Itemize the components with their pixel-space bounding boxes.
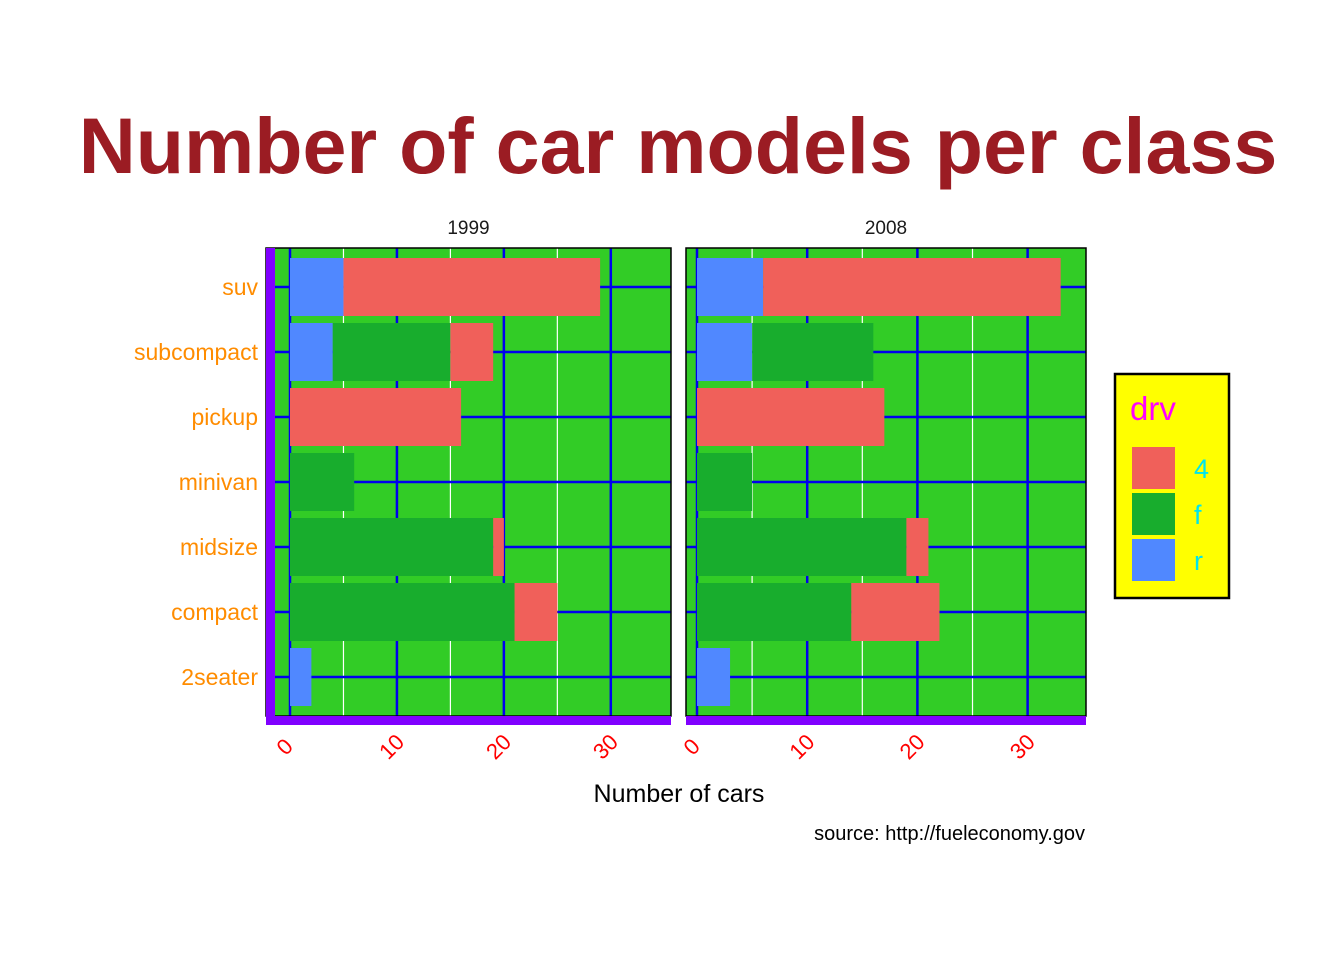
y-tick-label: compact [171, 599, 259, 625]
legend-label-r: r [1194, 546, 1203, 576]
caption: source: http://fueleconomy.gov [814, 823, 1085, 845]
y-tick-label: 2seater [181, 664, 258, 690]
x-tick-label: 10 [374, 729, 409, 764]
y-axis-ticks: 2seater compact midsize minivan pickup subcom… [134, 274, 259, 690]
y-tick-label: subcompact [134, 339, 259, 365]
x-tick-label: 20 [481, 729, 516, 764]
y-tick-label: minivan [179, 469, 258, 495]
bar-2008-subcompact-f [752, 323, 874, 381]
x-tick-label: 0 [272, 734, 298, 760]
x-tick-label: 0 [679, 734, 705, 760]
legend-key-4 [1132, 447, 1175, 489]
facet-panels: 1999 0 10 20 30 2008 0 10 20 30 [265, 218, 1087, 764]
bar-1999-suv-4 [343, 258, 601, 316]
bar-2008-2seater-r [697, 648, 731, 706]
legend-title: drv [1130, 390, 1176, 427]
bar-2008-subcompact-r [697, 323, 753, 381]
y-tick-label: suv [222, 274, 258, 300]
y-axis-line [266, 248, 275, 725]
bar-1999-suv-r [290, 258, 344, 316]
bar-2008-suv-r [697, 258, 764, 316]
legend-key-f [1132, 493, 1175, 535]
bar-1999-minivan-f [290, 453, 355, 511]
bar-1999-compact-4 [514, 583, 558, 641]
bar-1999-midsize-f [290, 518, 494, 576]
x-tick-label: 30 [588, 729, 623, 764]
bar-2008-midsize-f [697, 518, 907, 576]
legend: drv 4 fr [1113, 372, 1231, 600]
y-tick-label: midsize [180, 534, 258, 560]
bar-2008-minivan-f [697, 453, 753, 511]
bar-2008-midsize-4 [906, 518, 929, 576]
facet-strip-label: 2008 [865, 218, 907, 239]
chart-title: Number of car models per class [78, 101, 1278, 190]
x-tick-label: 20 [895, 729, 930, 764]
bar-2008-pickup-4 [697, 388, 885, 446]
bar-2008-suv-4 [763, 258, 1061, 316]
bar-1999-subcompact-f [332, 323, 451, 381]
bar-1999-pickup-4 [290, 388, 462, 446]
x-tick-label: 30 [1005, 729, 1040, 764]
x-tick-label: 10 [784, 729, 819, 764]
legend-key-r [1132, 539, 1175, 581]
facet-panel-1999: 1999 0 10 20 30 [265, 218, 672, 764]
facet-strip-label: 1999 [447, 218, 489, 239]
legend-label-4: 4 [1194, 454, 1209, 484]
bar-2008-compact-4 [851, 583, 940, 641]
x-axis-line [686, 716, 1086, 725]
y-tick-label: pickup [192, 404, 258, 430]
bar-1999-compact-f [290, 583, 515, 641]
bar-2008-compact-f [697, 583, 852, 641]
bar-1999-midsize-4 [493, 518, 504, 576]
bar-1999-2seater-r [290, 648, 312, 706]
bar-1999-subcompact-4 [450, 323, 494, 381]
legend-label-f: f [1194, 500, 1202, 530]
bar-1999-subcompact-r [290, 323, 333, 381]
facet-panel-2008: 2008 0 10 20 30 [679, 218, 1087, 764]
x-axis-line [266, 716, 671, 725]
x-axis-label: Number of cars [594, 780, 765, 808]
